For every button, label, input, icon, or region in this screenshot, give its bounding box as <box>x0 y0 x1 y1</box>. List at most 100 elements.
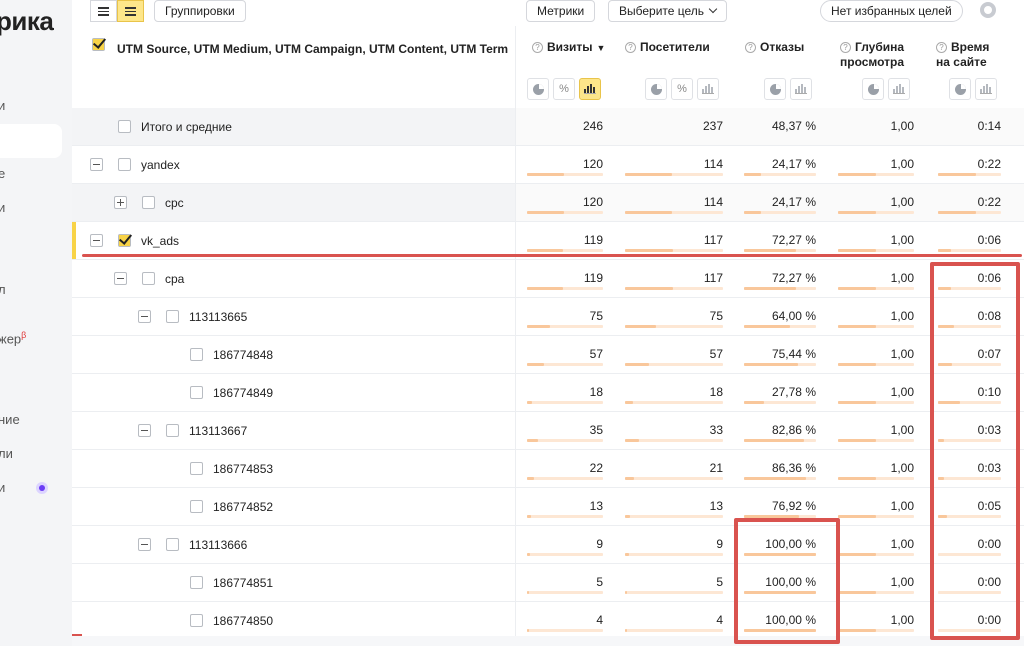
pie-view-button[interactable] <box>645 78 667 100</box>
tree-view-toggle[interactable] <box>117 0 144 22</box>
table-row[interactable]: 113113665 75 75 64,00 % 1,00 0:08 <box>72 298 1024 336</box>
row-checkbox[interactable] <box>142 196 155 209</box>
cell-visitors: 117 <box>703 233 723 247</box>
table-row[interactable]: vk_ads 119 117 72,27 % 1,00 0:06 <box>72 222 1024 260</box>
sidebar-active-item[interactable] <box>0 124 62 158</box>
row-label[interactable]: 186774851 <box>213 576 274 590</box>
collapse-icon[interactable] <box>138 310 151 323</box>
goal-select[interactable]: Выберите цель <box>608 0 728 22</box>
sidebar-item-3[interactable]: и <box>0 200 6 215</box>
row-label[interactable]: vk_ads <box>141 234 180 248</box>
row-checkbox[interactable] <box>118 120 131 133</box>
bar-track-visitors <box>625 287 723 290</box>
groupings-button[interactable]: Группировки <box>154 0 246 22</box>
row-checkbox[interactable] <box>142 272 155 285</box>
row-checkbox[interactable] <box>166 310 179 323</box>
bar-view-button[interactable] <box>790 78 812 100</box>
gear-icon[interactable] <box>980 2 996 18</box>
sidebar-item-5[interactable]: жерβ <box>0 330 26 346</box>
table-row[interactable]: yandex 120 114 24,17 % 1,00 0:22 <box>72 146 1024 184</box>
table-row[interactable]: 186774849 18 18 27,78 % 1,00 0:10 <box>72 374 1024 412</box>
list-view-toggle[interactable] <box>90 0 117 22</box>
table-row[interactable]: 186774850 4 4 100,00 % 1,00 0:00 <box>72 602 1024 638</box>
row-label[interactable]: cpc <box>165 196 184 210</box>
row-label[interactable]: Итого и средние <box>141 120 232 134</box>
collapse-icon[interactable] <box>138 424 151 437</box>
bar-view-button[interactable] <box>579 78 601 100</box>
sidebar-item-4[interactable]: л <box>0 282 6 297</box>
collapse-icon[interactable] <box>114 272 127 285</box>
bar-track-depth <box>838 173 914 176</box>
column-header-time[interactable]: ? Время на сайте <box>936 40 989 70</box>
selected-row-marker <box>72 222 76 259</box>
row-checkbox[interactable] <box>190 500 203 513</box>
pie-view-button[interactable] <box>862 78 884 100</box>
bar-track-time <box>938 629 1001 632</box>
sidebar-item-8[interactable]: и <box>0 480 6 495</box>
bar-view-button[interactable] <box>697 78 719 100</box>
table-row[interactable]: 113113667 35 33 82,86 % 1,00 0:03 <box>72 412 1024 450</box>
column-header-visitors[interactable]: ? Посетители <box>625 40 710 55</box>
expand-icon[interactable] <box>114 196 127 209</box>
row-checkbox[interactable] <box>166 538 179 551</box>
table-row[interactable]: Итого и средние 246 237 48,37 % 1,00 0:14 <box>72 108 1024 146</box>
bar-view-button[interactable] <box>975 78 997 100</box>
help-icon[interactable]: ? <box>625 42 636 53</box>
collapse-icon[interactable] <box>90 234 103 247</box>
sidebar-item-7[interactable]: ли <box>0 446 13 461</box>
pie-view-button[interactable] <box>949 78 971 100</box>
table-row[interactable]: 186774852 13 13 76,92 % 1,00 0:05 <box>72 488 1024 526</box>
collapse-icon[interactable] <box>90 158 103 171</box>
row-label[interactable]: 113113666 <box>189 538 248 552</box>
row-label[interactable]: 113113665 <box>189 310 248 324</box>
metrics-button[interactable]: Метрики <box>526 0 596 22</box>
row-checkbox[interactable] <box>166 424 179 437</box>
table-row[interactable]: 113113666 9 9 100,00 % 1,00 0:00 <box>72 526 1024 564</box>
column-header-bounce[interactable]: ? Отказы <box>745 40 804 55</box>
row-label[interactable]: 113113667 <box>189 424 248 438</box>
row-checkbox[interactable] <box>190 348 203 361</box>
row-label[interactable]: cpa <box>165 272 185 286</box>
row-label[interactable]: 186774849 <box>213 386 274 400</box>
percent-view-button[interactable]: % <box>553 78 575 100</box>
row-checkbox[interactable] <box>118 158 131 171</box>
row-checkbox[interactable] <box>118 234 131 247</box>
bar-track-bounce <box>744 287 816 290</box>
help-icon[interactable]: ? <box>840 42 851 53</box>
row-label[interactable]: 186774853 <box>213 462 274 476</box>
table-row[interactable]: cpa 119 117 72,27 % 1,00 0:06 <box>72 260 1024 298</box>
percent-view-button[interactable]: % <box>671 78 693 100</box>
sidebar-item-6[interactable]: ние <box>0 412 20 427</box>
column-header-visits[interactable]: ? Визиты ▼ <box>532 40 605 56</box>
collapse-icon[interactable] <box>138 538 151 551</box>
select-all-checkbox[interactable] <box>92 38 105 51</box>
row-checkbox[interactable] <box>190 576 203 589</box>
bar-fill-visitors <box>625 515 630 518</box>
row-checkbox[interactable] <box>190 462 203 475</box>
sidebar-item-2[interactable]: е <box>0 166 6 181</box>
help-icon[interactable]: ? <box>936 42 947 53</box>
sidebar-item-1[interactable]: и <box>0 98 6 113</box>
row-label[interactable]: 186774848 <box>213 348 274 362</box>
row-label[interactable]: 186774852 <box>213 500 274 514</box>
pie-view-button[interactable] <box>764 78 786 100</box>
table-row[interactable]: cpc 120 114 24,17 % 1,00 0:22 <box>72 184 1024 222</box>
table-row[interactable]: 186774848 57 57 75,44 % 1,00 0:07 <box>72 336 1024 374</box>
row-label[interactable]: yandex <box>141 158 180 172</box>
row-checkbox[interactable] <box>190 614 203 627</box>
bar-fill-depth <box>838 325 876 328</box>
pie-view-button[interactable] <box>527 78 549 100</box>
time-header-label-2: на сайте <box>936 55 987 69</box>
help-icon[interactable]: ? <box>532 42 543 53</box>
row-checkbox[interactable] <box>190 386 203 399</box>
row-label[interactable]: 186774850 <box>213 614 274 628</box>
table-row[interactable]: 186774853 22 21 86,36 % 1,00 0:03 <box>72 450 1024 488</box>
column-header-depth[interactable]: ? Глубина просмотра <box>840 40 904 70</box>
cell-bounce: 86,36 % <box>771 461 816 475</box>
table-row[interactable]: 186774851 5 5 100,00 % 1,00 0:00 <box>72 564 1024 602</box>
favorite-goals-button[interactable]: Нет избранных целей <box>820 0 963 22</box>
bar-track-time <box>938 401 1001 404</box>
bar-view-button[interactable] <box>888 78 910 100</box>
bar-track-bounce <box>744 325 816 328</box>
help-icon[interactable]: ? <box>745 42 756 53</box>
